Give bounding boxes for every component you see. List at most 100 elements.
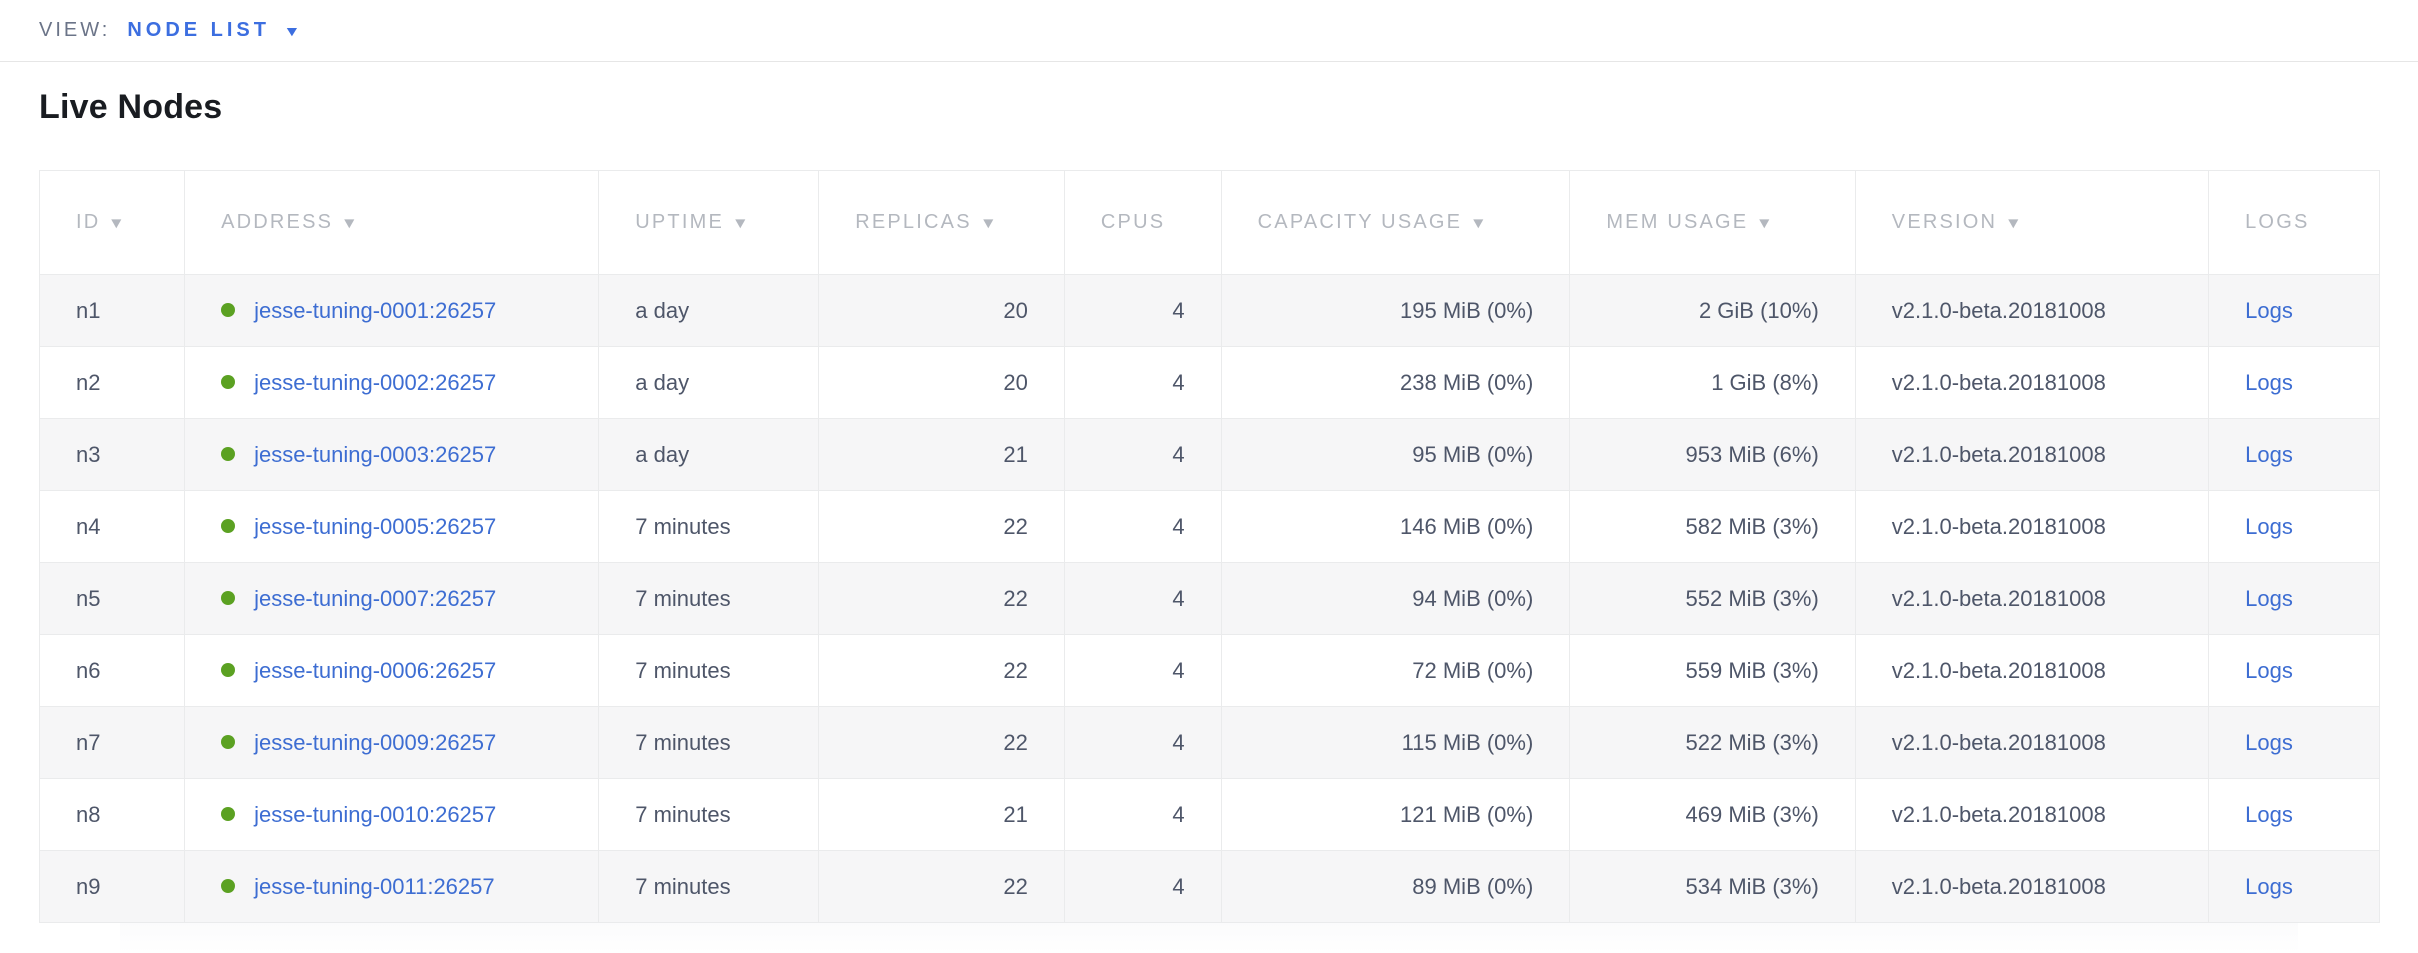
node-address-link[interactable]: jesse-tuning-0007:26257 xyxy=(254,586,497,612)
cell-logs: Logs xyxy=(2208,562,2380,635)
node-live-status-icon xyxy=(221,519,236,534)
node-row: n3 jesse-tuning-0003:26257 a day 21 4 95… xyxy=(38,418,2380,491)
node-address-link[interactable]: jesse-tuning-0010:26257 xyxy=(254,802,497,828)
cell-capacity-usage: 121 MiB (0%) xyxy=(1220,778,1571,851)
cell-node-id: n1 xyxy=(38,274,186,347)
cell-capacity-usage: 94 MiB (0%) xyxy=(1220,562,1571,635)
cell-mem-usage: 552 MiB (3%) xyxy=(1569,562,1856,635)
sort-caret-icon: ▼ xyxy=(979,215,1000,232)
sort-caret-icon: ▼ xyxy=(2004,215,2025,232)
cell-capacity-usage: 72 MiB (0%) xyxy=(1220,634,1571,707)
table-bottom-shadow xyxy=(120,923,2298,953)
logs-link[interactable]: Logs xyxy=(2245,585,2293,611)
cell-node-id: n7 xyxy=(38,706,186,779)
cell-capacity-usage: 238 MiB (0%) xyxy=(1220,346,1571,419)
column-header-version[interactable]: VERSION ▼ xyxy=(1854,170,2210,275)
node-live-status-icon xyxy=(221,735,236,750)
cell-node-id: n4 xyxy=(38,490,186,563)
node-address-link[interactable]: jesse-tuning-0006:26257 xyxy=(254,658,497,684)
node-address-link[interactable]: jesse-tuning-0005:26257 xyxy=(254,514,497,540)
view-selector-dropdown[interactable]: NODE LIST ▼ xyxy=(127,19,301,42)
column-header-address[interactable]: ADDRESS ▼ xyxy=(184,170,600,275)
cell-logs: Logs xyxy=(2208,274,2380,347)
cell-cpus: 4 xyxy=(1063,706,1222,779)
cell-uptime: 7 minutes xyxy=(598,850,820,923)
column-header-id[interactable]: ID ▼ xyxy=(38,170,186,275)
live-nodes-table: ID ▼ ADDRESS ▼ UPTIME ▼ REPLICAS ▼ CPUS CAPA… xyxy=(38,170,2380,923)
sort-caret-icon: ▼ xyxy=(340,215,361,232)
cell-replicas: 21 xyxy=(818,418,1065,491)
logs-link[interactable]: Logs xyxy=(2245,729,2293,755)
cell-address: jesse-tuning-0001:26257 xyxy=(184,274,600,347)
cell-version: v2.1.0-beta.20181008 xyxy=(1854,490,2210,563)
cell-capacity-usage: 95 MiB (0%) xyxy=(1220,418,1571,491)
logs-link[interactable]: Logs xyxy=(2245,657,2293,683)
cell-mem-usage: 2 GiB (10%) xyxy=(1569,274,1856,347)
node-row: n4 jesse-tuning-0005:26257 7 minutes 22 … xyxy=(38,490,2380,563)
node-row: n1 jesse-tuning-0001:26257 a day 20 4 19… xyxy=(38,274,2380,347)
cell-capacity-usage: 195 MiB (0%) xyxy=(1220,274,1571,347)
cell-cpus: 4 xyxy=(1063,346,1222,419)
cell-logs: Logs xyxy=(2208,346,2380,419)
cell-mem-usage: 469 MiB (3%) xyxy=(1569,778,1856,851)
node-row: n8 jesse-tuning-0010:26257 7 minutes 21 … xyxy=(38,778,2380,851)
cell-version: v2.1.0-beta.20181008 xyxy=(1854,346,2210,419)
cell-cpus: 4 xyxy=(1063,634,1222,707)
cell-uptime: 7 minutes xyxy=(598,778,820,851)
cell-replicas: 22 xyxy=(818,706,1065,779)
cell-version: v2.1.0-beta.20181008 xyxy=(1854,850,2210,923)
logs-link[interactable]: Logs xyxy=(2245,441,2293,467)
cell-cpus: 4 xyxy=(1063,778,1222,851)
node-row: n7 jesse-tuning-0009:26257 7 minutes 22 … xyxy=(38,706,2380,779)
cell-mem-usage: 582 MiB (3%) xyxy=(1569,490,1856,563)
cell-address: jesse-tuning-0006:26257 xyxy=(184,634,600,707)
cell-node-id: n6 xyxy=(38,634,186,707)
table-header-row: ID ▼ ADDRESS ▼ UPTIME ▼ REPLICAS ▼ CPUS CAPA… xyxy=(38,170,2380,275)
column-header-logs: LOGS xyxy=(2208,170,2380,275)
logs-link[interactable]: Logs xyxy=(2245,297,2293,323)
view-selector-value[interactable]: NODE LIST xyxy=(127,19,270,41)
table-body: n1 jesse-tuning-0001:26257 a day 20 4 19… xyxy=(38,274,2380,923)
cell-node-id: n3 xyxy=(38,418,186,491)
logs-link[interactable]: Logs xyxy=(2245,513,2293,539)
column-header-mem-usage[interactable]: MEM USAGE ▼ xyxy=(1569,170,1856,275)
node-live-status-icon xyxy=(221,303,236,318)
cell-version: v2.1.0-beta.20181008 xyxy=(1854,562,2210,635)
cell-address: jesse-tuning-0007:26257 xyxy=(184,562,600,635)
cell-replicas: 20 xyxy=(818,274,1065,347)
cell-uptime: a day xyxy=(598,418,820,491)
cell-uptime: 7 minutes xyxy=(598,490,820,563)
cell-logs: Logs xyxy=(2208,778,2380,851)
node-live-status-icon xyxy=(221,591,236,606)
view-bar: VIEW: NODE LIST ▼ xyxy=(0,0,2418,62)
node-live-status-icon xyxy=(221,663,236,678)
node-address-link[interactable]: jesse-tuning-0002:26257 xyxy=(254,370,497,396)
logs-link[interactable]: Logs xyxy=(2245,801,2293,827)
column-header-uptime[interactable]: UPTIME ▼ xyxy=(598,170,820,275)
node-address-link[interactable]: jesse-tuning-0011:26257 xyxy=(254,874,495,900)
page-title: Live Nodes xyxy=(39,88,223,126)
node-live-status-icon xyxy=(221,375,236,390)
node-live-status-icon xyxy=(221,879,236,894)
sort-caret-icon: ▼ xyxy=(731,215,752,232)
logs-link[interactable]: Logs xyxy=(2245,369,2293,395)
cell-replicas: 22 xyxy=(818,490,1065,563)
cell-replicas: 22 xyxy=(818,562,1065,635)
logs-link[interactable]: Logs xyxy=(2245,873,2293,899)
cell-version: v2.1.0-beta.20181008 xyxy=(1854,778,2210,851)
cell-logs: Logs xyxy=(2208,850,2380,923)
cell-address: jesse-tuning-0002:26257 xyxy=(184,346,600,419)
cell-capacity-usage: 115 MiB (0%) xyxy=(1220,706,1571,779)
chevron-down-icon: ▼ xyxy=(283,22,301,39)
node-address-link[interactable]: jesse-tuning-0009:26257 xyxy=(254,730,497,756)
node-address-link[interactable]: jesse-tuning-0003:26257 xyxy=(254,442,497,468)
column-header-capacity-usage[interactable]: CAPACITY USAGE ▼ xyxy=(1220,170,1571,275)
cell-node-id: n8 xyxy=(38,778,186,851)
column-header-replicas[interactable]: REPLICAS ▼ xyxy=(818,170,1065,275)
node-address-link[interactable]: jesse-tuning-0001:26257 xyxy=(254,298,497,324)
cell-mem-usage: 953 MiB (6%) xyxy=(1569,418,1856,491)
cell-version: v2.1.0-beta.20181008 xyxy=(1854,274,2210,347)
cell-replicas: 22 xyxy=(818,850,1065,923)
cell-cpus: 4 xyxy=(1063,490,1222,563)
cell-uptime: a day xyxy=(598,274,820,347)
